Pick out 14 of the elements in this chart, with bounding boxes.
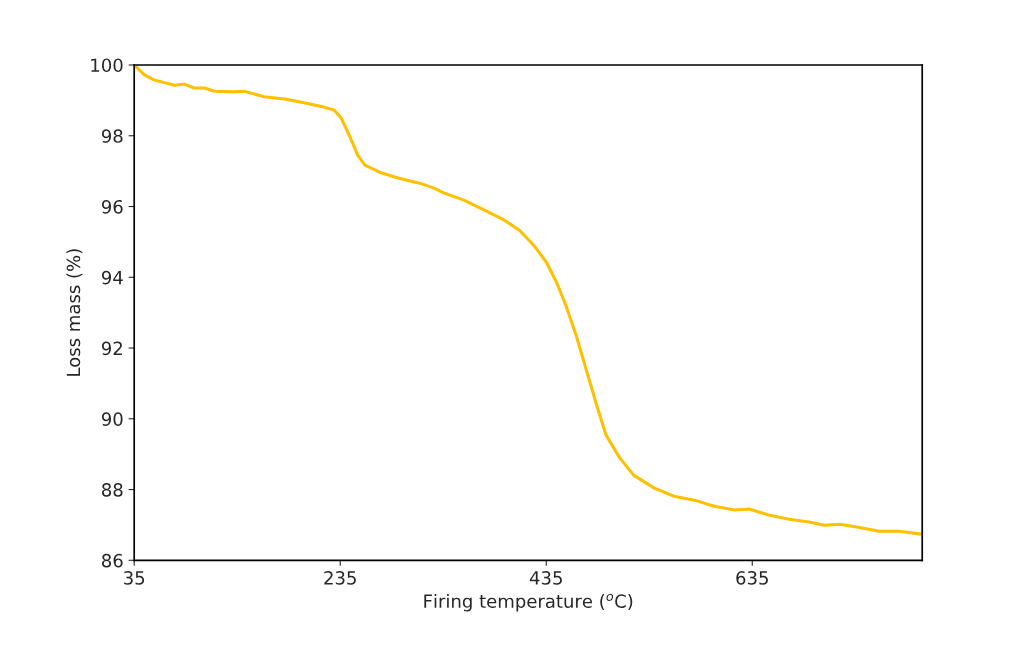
y-tick-label: 100 bbox=[91, 58, 123, 73]
x-tick-label: 635 bbox=[736, 571, 768, 585]
y-axis-title: Loss mass (%) bbox=[66, 249, 83, 376]
y-tick-label: 88 bbox=[102, 483, 123, 497]
y-tick-label: 94 bbox=[101, 270, 123, 285]
y-tick-label: 92 bbox=[101, 341, 122, 356]
y-tick-label: 90 bbox=[101, 412, 123, 426]
x-tick-label: 435 bbox=[529, 571, 562, 585]
x-tick-label: 35 bbox=[124, 571, 145, 585]
y-tick-label: 86 bbox=[102, 553, 123, 568]
x-axis-title: Firing temperature ($^{o}$C) bbox=[424, 593, 633, 612]
y-tick-label: 98 bbox=[101, 129, 123, 143]
x-tick-label: 235 bbox=[324, 571, 356, 585]
y-tick-label: 96 bbox=[101, 199, 123, 214]
